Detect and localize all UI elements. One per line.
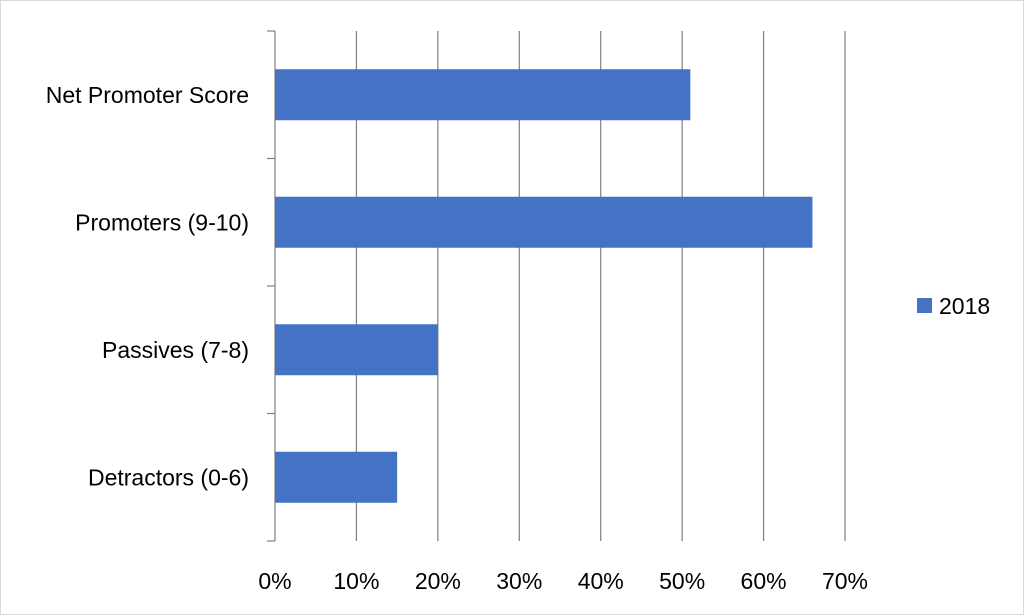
bar [275,69,691,121]
category-label: Passives (7-8) [102,337,249,363]
x-tick-label: 50% [659,568,705,594]
category-label: Detractors (0-6) [88,464,249,490]
legend-swatch [917,298,932,313]
bar [275,451,398,503]
x-tick-label: 0% [258,568,291,594]
bar [275,324,438,376]
x-tick-label: 10% [333,568,379,594]
legend-label: 2018 [939,293,990,319]
category-label: Promoters (9-10) [75,209,249,235]
x-tick-label: 40% [578,568,624,594]
x-tick-label: 30% [496,568,542,594]
x-tick-label: 60% [741,568,787,594]
category-label: Net Promoter Score [46,82,249,108]
x-tick-label: 20% [415,568,461,594]
x-tick-label: 70% [822,568,868,594]
bar [275,196,813,248]
